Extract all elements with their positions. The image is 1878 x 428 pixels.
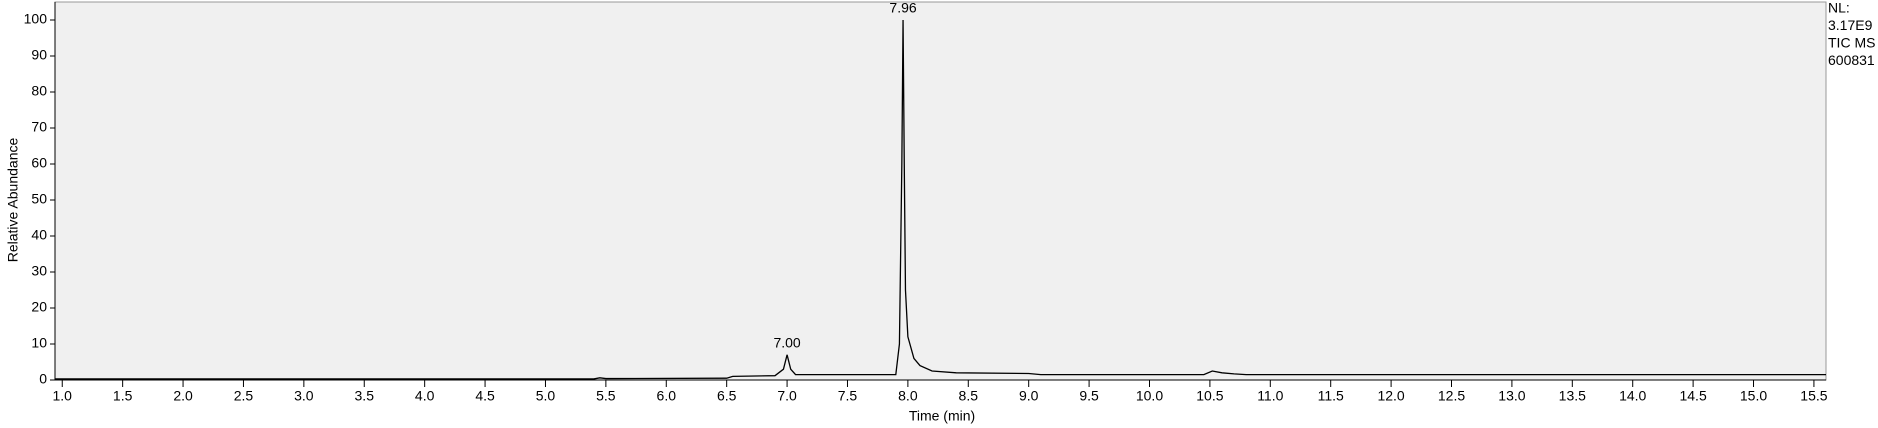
x-axis-title: Time (min) [909,408,975,424]
y-tick-label: 100 [24,11,48,27]
y-axis-title: Relative Abundance [5,138,21,263]
y-tick-label: 80 [31,83,47,99]
info-text: NL: [1828,0,1850,16]
x-tick-label: 10.5 [1196,388,1223,404]
x-tick-label: 4.5 [475,388,495,404]
x-tick-label: 9.0 [1019,388,1039,404]
x-tick-label: 8.0 [898,388,918,404]
x-tick-label: 11.5 [1318,388,1344,404]
x-tick-label: 3.5 [355,388,375,404]
x-tick-label: 8.5 [959,388,979,404]
x-tick-label: 14.5 [1679,388,1706,404]
x-tick-label: 5.0 [536,388,556,404]
x-tick-label: 13.0 [1498,388,1525,404]
info-text: 3.17E9 [1828,17,1873,33]
x-tick-label: 7.0 [777,388,797,404]
peak-label: 7.96 [889,0,916,16]
y-tick-label: 40 [31,227,47,243]
x-tick-label: 2.5 [234,388,254,404]
x-tick-label: 5.5 [596,388,616,404]
x-tick-label: 7.5 [838,388,858,404]
x-tick-label: 12.5 [1438,388,1465,404]
info-text: TIC MS [1828,35,1875,51]
x-tick-label: 9.5 [1079,388,1099,404]
info-text: 600831 [1828,52,1875,68]
x-tick-label: 15.0 [1740,388,1767,404]
y-tick-label: 20 [31,299,47,315]
x-tick-label: 11.0 [1257,388,1283,404]
x-tick-label: 3.0 [294,388,314,404]
x-tick-label: 12.0 [1377,388,1404,404]
y-tick-label: 50 [31,191,47,207]
peak-label: 7.00 [773,335,800,351]
x-tick-label: 6.0 [657,388,677,404]
y-tick-label: 90 [31,47,47,63]
x-tick-label: 4.0 [415,388,435,404]
y-tick-label: 10 [31,335,47,351]
x-tick-label: 15.5 [1800,388,1827,404]
y-tick-label: 70 [31,119,47,135]
y-tick-label: 60 [31,155,47,171]
x-tick-label: 13.5 [1559,388,1586,404]
y-tick-label: 30 [31,263,47,279]
trace [55,19,1826,380]
x-tick-label: 10.0 [1136,388,1163,404]
y-tick-label: 0 [39,371,47,387]
x-tick-label: 1.0 [53,388,73,404]
x-tick-label: 14.0 [1619,388,1646,404]
plot-area [54,1,1827,381]
x-tick-label: 1.5 [113,388,133,404]
x-tick-label: 6.5 [717,388,737,404]
x-tick-label: 2.0 [173,388,193,404]
